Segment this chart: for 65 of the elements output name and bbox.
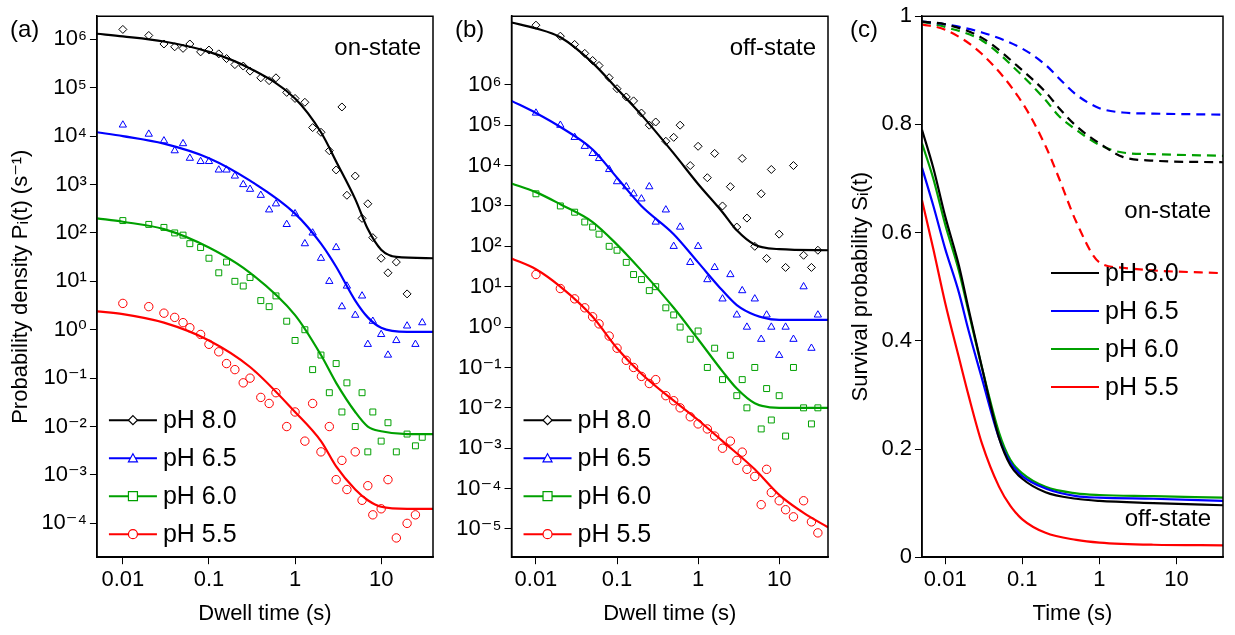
y-tick-label: 10¹ [469,272,502,298]
y-tick-label: 10⁴ [467,151,502,177]
legend-label: pH 6.5 [577,443,652,472]
y-tick-label: 0.4 [881,326,912,352]
legend-label: pH 6.5 [1105,295,1179,324]
legend-label: pH 6.0 [577,481,652,510]
x-tick-label: 1 [691,566,705,592]
annotation: off-state [1124,503,1211,531]
legend-label: pH 8.0 [162,405,237,434]
y-tick-label: 10¹ [55,267,87,293]
y-tick-label: 10² [469,232,502,258]
y-tick-label: 10⁵ [467,111,502,137]
x-tick-label: 0.1 [1007,566,1038,592]
text: (b) [455,14,485,42]
y-tick-label: 10⁻³ [458,434,502,460]
y-tick-label: 10⁰ [468,313,502,339]
legend-label: pH 8.0 [1105,257,1179,286]
legend-label: pH 5.5 [577,519,652,548]
legend-label: pH 6.0 [162,481,237,510]
y-tick-label: 10² [55,218,87,244]
y-tick-label: 10⁻⁵ [456,515,502,541]
x-tick-label: 0.01 [101,566,145,592]
annotation: on-state [1124,195,1211,223]
y-tick-label: 0.6 [881,218,912,244]
y-tick-label: 10⁰ [53,315,88,341]
x-tick-label: 1 [288,566,302,592]
y-tick-label: 10⁻³ [43,461,87,487]
y-tick-label: 10⁴ [53,122,87,148]
y-tick-label: 10⁻⁴ [41,509,87,535]
y-tick-label: 10⁻² [458,393,502,419]
x-tick-label: 1 [1093,566,1106,592]
x-tick-label: 0.01 [923,566,967,592]
x-tick-label: 0.01 [514,566,558,592]
y-tick-label: 10⁻² [43,412,87,438]
legend-label: pH 5.5 [1105,371,1179,400]
legend-label: pH 5.5 [162,519,237,548]
y-tick-label: 10⁶ [468,70,502,96]
y-tick-label: 10⁶ [53,25,87,51]
legend-label: pH 8.0 [577,405,652,434]
x-tick-label: 10 [368,566,394,592]
annotation: off-state [729,33,816,61]
y-tick-label: 0.2 [881,435,912,461]
y-tick-label: 10⁻¹ [458,353,502,379]
legend-label: pH 6.5 [162,443,237,472]
y-tick-label: 10⁻⁴ [455,474,502,500]
y-tick-label: 1 [899,2,912,28]
y-tick-label: 10⁵ [53,73,87,99]
y-tick-label: 10⁻¹ [43,364,87,390]
x-tick-label: 0.1 [601,566,633,592]
y-tick-label: 10³ [469,192,502,217]
y-axis-title: Survival probability Sᵢ(t) [847,171,873,402]
x-axis-title: Time (s) [1032,599,1113,625]
x-tick-label: 10 [766,566,792,592]
annotation: on-state [334,33,421,61]
x-axis-title: Dwell time (s) [198,599,332,625]
y-tick-label: 0 [899,543,912,569]
x-tick-label: 0.1 [193,566,225,592]
y-tick-label: 0.8 [881,110,912,136]
text: (a) [10,14,40,42]
legend-label: pH 6.0 [1105,333,1179,362]
x-axis-title: Dwell time (s) [603,599,737,625]
x-tick-label: 10 [1164,566,1189,592]
y-tick-label: 10³ [55,170,87,196]
y-axis-title: Probability density Pᵢ(t) (s⁻¹) [7,149,33,424]
text: (c) [850,14,878,42]
